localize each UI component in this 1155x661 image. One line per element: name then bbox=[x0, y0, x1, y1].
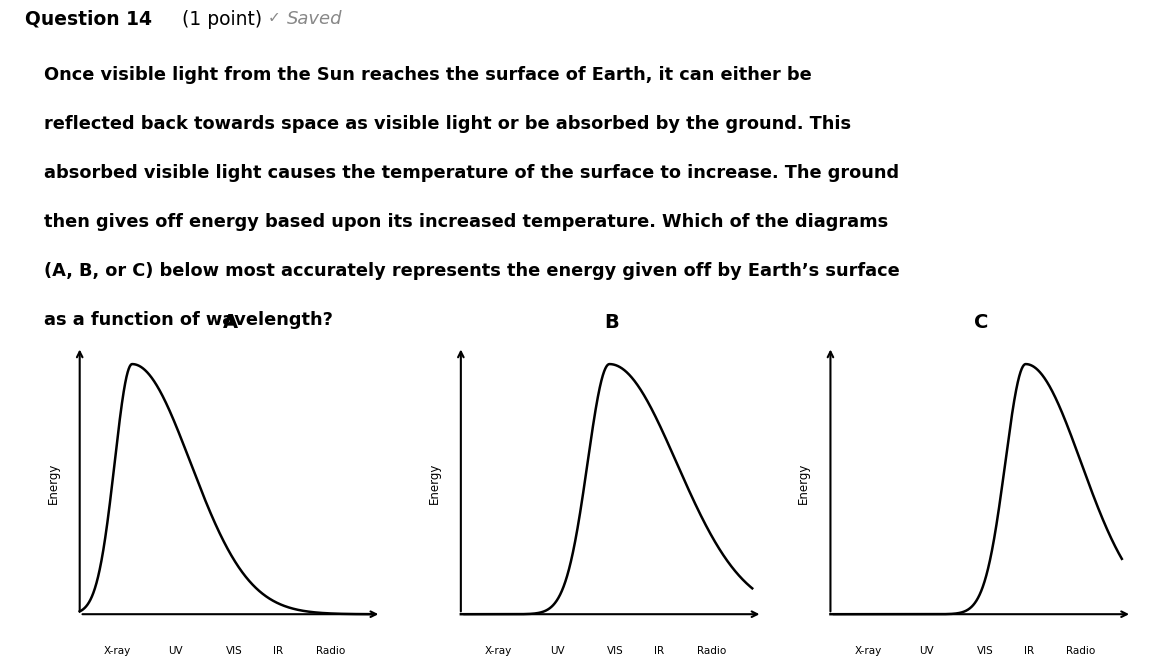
Text: Energy: Energy bbox=[427, 463, 440, 504]
Text: ✓: ✓ bbox=[268, 10, 281, 25]
Text: Radio: Radio bbox=[315, 646, 345, 656]
Text: Question 14: Question 14 bbox=[25, 10, 152, 29]
Text: (1 point): (1 point) bbox=[176, 10, 262, 29]
Text: UV: UV bbox=[169, 646, 184, 656]
Text: B: B bbox=[604, 313, 619, 332]
Text: VIS: VIS bbox=[976, 646, 993, 656]
Text: VIS: VIS bbox=[606, 646, 624, 656]
Text: absorbed visible light causes the temperature of the surface to increase. The gr: absorbed visible light causes the temper… bbox=[44, 164, 899, 182]
Text: as a function of wavelength?: as a function of wavelength? bbox=[44, 311, 333, 329]
Text: VIS: VIS bbox=[225, 646, 243, 656]
Text: A: A bbox=[223, 313, 238, 332]
Text: C: C bbox=[974, 313, 989, 332]
Text: IR: IR bbox=[273, 646, 283, 656]
Text: Radio: Radio bbox=[1066, 646, 1096, 656]
Text: X-ray: X-ray bbox=[485, 646, 513, 656]
Text: UV: UV bbox=[919, 646, 934, 656]
Text: reflected back towards space as visible light or be absorbed by the ground. This: reflected back towards space as visible … bbox=[44, 115, 851, 133]
Text: (A, B, or C) below most accurately represents the energy given off by Earth’s su: (A, B, or C) below most accurately repre… bbox=[44, 262, 900, 280]
Text: Energy: Energy bbox=[797, 463, 810, 504]
Text: Once visible light from the Sun reaches the surface of Earth, it can either be: Once visible light from the Sun reaches … bbox=[44, 66, 812, 84]
Text: then gives off energy based upon its increased temperature. Which of the diagram: then gives off energy based upon its inc… bbox=[44, 213, 888, 231]
Text: UV: UV bbox=[550, 646, 565, 656]
Text: Saved: Saved bbox=[286, 10, 342, 28]
Text: X-ray: X-ray bbox=[104, 646, 132, 656]
Text: Energy: Energy bbox=[46, 463, 59, 504]
Text: IR: IR bbox=[1023, 646, 1034, 656]
Text: X-ray: X-ray bbox=[855, 646, 882, 656]
Text: Radio: Radio bbox=[696, 646, 726, 656]
Text: IR: IR bbox=[654, 646, 664, 656]
